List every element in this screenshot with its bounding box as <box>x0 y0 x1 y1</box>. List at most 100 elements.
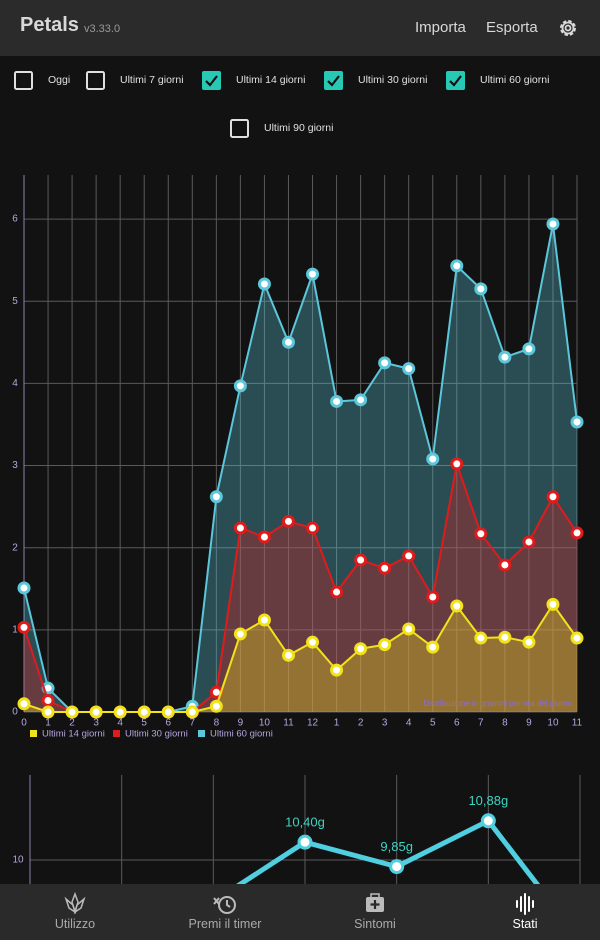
y-tick-label: 1 <box>12 624 18 635</box>
checkbox[interactable] <box>14 71 33 90</box>
data-point <box>378 356 392 370</box>
nav-item[interactable]: Sintomi <box>354 917 396 931</box>
checkbox[interactable] <box>230 119 249 138</box>
data-point <box>389 859 405 875</box>
data-point <box>89 705 103 719</box>
data-point <box>498 350 512 364</box>
data-point <box>65 705 79 719</box>
data-point <box>257 530 271 544</box>
data-point <box>209 699 223 713</box>
x-tick-label: 10 <box>547 718 559 729</box>
checkbox-checked[interactable] <box>324 71 343 90</box>
checkbox-checked[interactable] <box>202 71 221 90</box>
nav-icons <box>64 891 534 915</box>
x-tick-label: 8 <box>502 718 508 729</box>
x-tick-label: 2 <box>69 718 75 729</box>
data-point <box>378 638 392 652</box>
value-label: 10,88g <box>468 793 508 808</box>
data-point <box>113 705 127 719</box>
x-tick-label: 1 <box>334 718 340 729</box>
data-point <box>330 394 344 408</box>
filter-label: Ultimi 60 giorni <box>480 74 549 86</box>
app-title: Petals <box>20 14 79 36</box>
data-point <box>570 631 584 645</box>
data-point <box>402 549 416 563</box>
x-tick-label: 10 <box>259 718 271 729</box>
series-area <box>24 463 577 712</box>
x-tick-label: 4 <box>406 718 412 729</box>
x-tick-label: 1 <box>45 718 51 729</box>
data-point <box>450 599 464 613</box>
check-mark <box>449 75 462 87</box>
data-point <box>426 452 440 466</box>
data-point <box>498 558 512 572</box>
check-mark <box>327 75 340 87</box>
data-point <box>17 620 31 634</box>
y-tick-label: 4 <box>12 378 18 389</box>
filter-label: Oggi <box>48 74 70 86</box>
x-tick-label: 0 <box>21 718 27 729</box>
chart-annotation: Distribuzione in grammi per ora del gior… <box>423 699 572 708</box>
nav-item[interactable]: Premi il timer <box>188 917 262 931</box>
data-point <box>474 282 488 296</box>
x-tick-label: 9 <box>526 718 532 729</box>
y-tick-label: 5 <box>12 296 18 307</box>
nav-item[interactable]: Stati <box>512 917 538 931</box>
data-point <box>402 362 416 376</box>
filter-label: Ultimi 14 giorni <box>236 74 305 86</box>
data-point <box>498 630 512 644</box>
checkbox-checked[interactable] <box>446 71 465 90</box>
data-point <box>17 581 31 595</box>
data-point <box>306 635 320 649</box>
data-point <box>402 622 416 636</box>
data-point <box>185 705 199 719</box>
data-point <box>450 259 464 273</box>
value-label: 9,85g <box>380 839 413 854</box>
x-tick-label: 3 <box>382 718 388 729</box>
data-point <box>522 342 536 356</box>
data-point <box>257 613 271 627</box>
data-point <box>306 521 320 535</box>
filter-label: Ultimi 90 giorni <box>264 122 333 134</box>
data-point <box>17 697 31 711</box>
states-icon <box>516 893 534 915</box>
app-version: v3.33.0 <box>84 23 121 35</box>
x-tick-label: 11 <box>283 718 294 729</box>
data-point <box>233 521 247 535</box>
x-tick-label: 4 <box>117 718 123 729</box>
x-tick-label: 5 <box>430 718 436 729</box>
data-point <box>330 663 344 677</box>
x-tick-label: 6 <box>454 718 460 729</box>
series-area <box>24 224 577 712</box>
y-tick-label: 0 <box>12 707 18 718</box>
nav-item[interactable]: Utilizzo <box>54 917 96 931</box>
data-point <box>354 393 368 407</box>
export-button[interactable]: Esporta <box>486 19 538 36</box>
legend-label: Ultimi 60 giorni <box>210 729 273 740</box>
x-tick-label: 3 <box>93 718 99 729</box>
data-point <box>522 635 536 649</box>
filter-label: Ultimi 30 giorni <box>358 74 427 86</box>
y-tick-label: 10 <box>12 855 24 866</box>
series-area <box>24 604 577 712</box>
import-button[interactable]: Importa <box>415 19 466 36</box>
data-point <box>354 553 368 567</box>
data-point <box>281 335 295 349</box>
x-tick-label: 7 <box>190 718 196 729</box>
data-point <box>570 526 584 540</box>
bottom-nav: Utilizzo Premi il timer Sintomi Stati <box>0 884 600 940</box>
checkbox[interactable] <box>86 71 105 90</box>
app-bar: Petals v3.33.0 Importa Esporta <box>0 0 600 56</box>
data-point <box>474 527 488 541</box>
symptoms-icon <box>366 893 384 912</box>
x-tick-label: 9 <box>238 718 244 729</box>
data-point <box>41 705 55 719</box>
x-tick-label: 6 <box>165 718 171 729</box>
data-point <box>474 631 488 645</box>
settings-icon[interactable] <box>556 16 580 40</box>
data-point <box>209 490 223 504</box>
y-tick-label: 3 <box>12 460 18 471</box>
data-point <box>546 597 560 611</box>
data-point <box>354 642 368 656</box>
